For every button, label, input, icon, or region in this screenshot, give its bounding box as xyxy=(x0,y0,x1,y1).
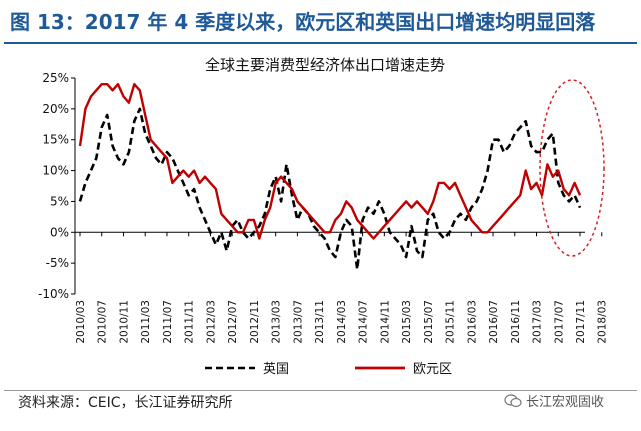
watermark-text: 长江宏观固收 xyxy=(526,395,605,410)
y-tick-label: 5% xyxy=(50,194,69,208)
x-tick-label: 2018/03 xyxy=(597,300,609,344)
x-tick-label: 2016/11 xyxy=(510,300,522,344)
x-tick-label: 2013/03 xyxy=(271,300,283,344)
y-tick-label: -10% xyxy=(38,287,69,301)
x-tick-label: 2017/11 xyxy=(575,300,587,344)
chart-title: 全球主要消费型经济体出口增速走势 xyxy=(205,56,445,74)
legend-label: 英国 xyxy=(263,362,289,377)
x-tick-label: 2013/07 xyxy=(292,300,304,344)
figure-title: 图 13：2017 年 4 季度以来，欧元区和英国出口增速均明显回落 xyxy=(10,10,596,34)
wechat-icon xyxy=(504,394,522,408)
x-tick-label: 2015/07 xyxy=(423,300,435,344)
y-tick-label: 15% xyxy=(42,133,69,147)
x-tick-label: 2012/11 xyxy=(249,300,261,344)
x-tick-label: 2012/07 xyxy=(227,300,239,344)
series-line-uk xyxy=(78,107,582,271)
x-tick-label: 2017/03 xyxy=(532,300,544,344)
x-tick-label: 2010/03 xyxy=(75,300,87,344)
chart: 全球主要消费型经济体出口增速走势 -10% -5% 0% 5% 10% 15% 20% 25%… xyxy=(38,56,609,377)
y-tick-label: 0% xyxy=(50,225,69,239)
x-tick-label: 2011/03 xyxy=(140,300,152,344)
x-axis-ticks: 2010/03 2010/07 2010/11 2011/03 2011/07 2011/… xyxy=(75,232,609,344)
x-tick-label: 2012/03 xyxy=(205,300,217,344)
x-tick-label: 2010/07 xyxy=(97,300,109,344)
x-tick-label: 2015/03 xyxy=(401,300,413,344)
y-tick-label: 10% xyxy=(42,164,69,178)
y-axis-ticks: -10% -5% 0% 5% 10% 15% 20% 25% xyxy=(38,71,75,301)
x-tick-label: 2011/07 xyxy=(162,300,174,344)
axes xyxy=(74,78,585,294)
y-tick-label: 20% xyxy=(42,102,69,116)
x-tick-label: 2014/11 xyxy=(379,300,391,344)
x-tick-label: 2016/03 xyxy=(466,300,478,344)
watermark: 长江宏观固收 xyxy=(504,393,604,413)
x-tick-label: 2011/11 xyxy=(184,300,196,344)
legend-label: 欧元区 xyxy=(413,362,452,377)
source-note: 资料来源：CEIC，长江证券研究所 xyxy=(18,395,233,411)
x-tick-label: 2017/07 xyxy=(553,300,565,344)
x-tick-label: 2010/11 xyxy=(118,300,130,344)
y-tick-label: -5% xyxy=(46,256,69,270)
y-tick-label: 25% xyxy=(42,71,69,85)
title-rule xyxy=(4,42,637,44)
source-rule xyxy=(4,390,637,391)
highlight-ellipse xyxy=(539,79,605,257)
series-layer xyxy=(78,82,582,271)
x-tick-label: 2014/07 xyxy=(358,300,370,344)
series-line-eurozone xyxy=(78,82,582,240)
x-tick-label: 2013/11 xyxy=(314,300,326,344)
x-tick-label: 2015/11 xyxy=(445,300,457,344)
x-tick-label: 2014/03 xyxy=(336,300,348,344)
x-tick-label: 2016/07 xyxy=(488,300,500,344)
legend: 英国 欧元区 xyxy=(205,362,452,377)
